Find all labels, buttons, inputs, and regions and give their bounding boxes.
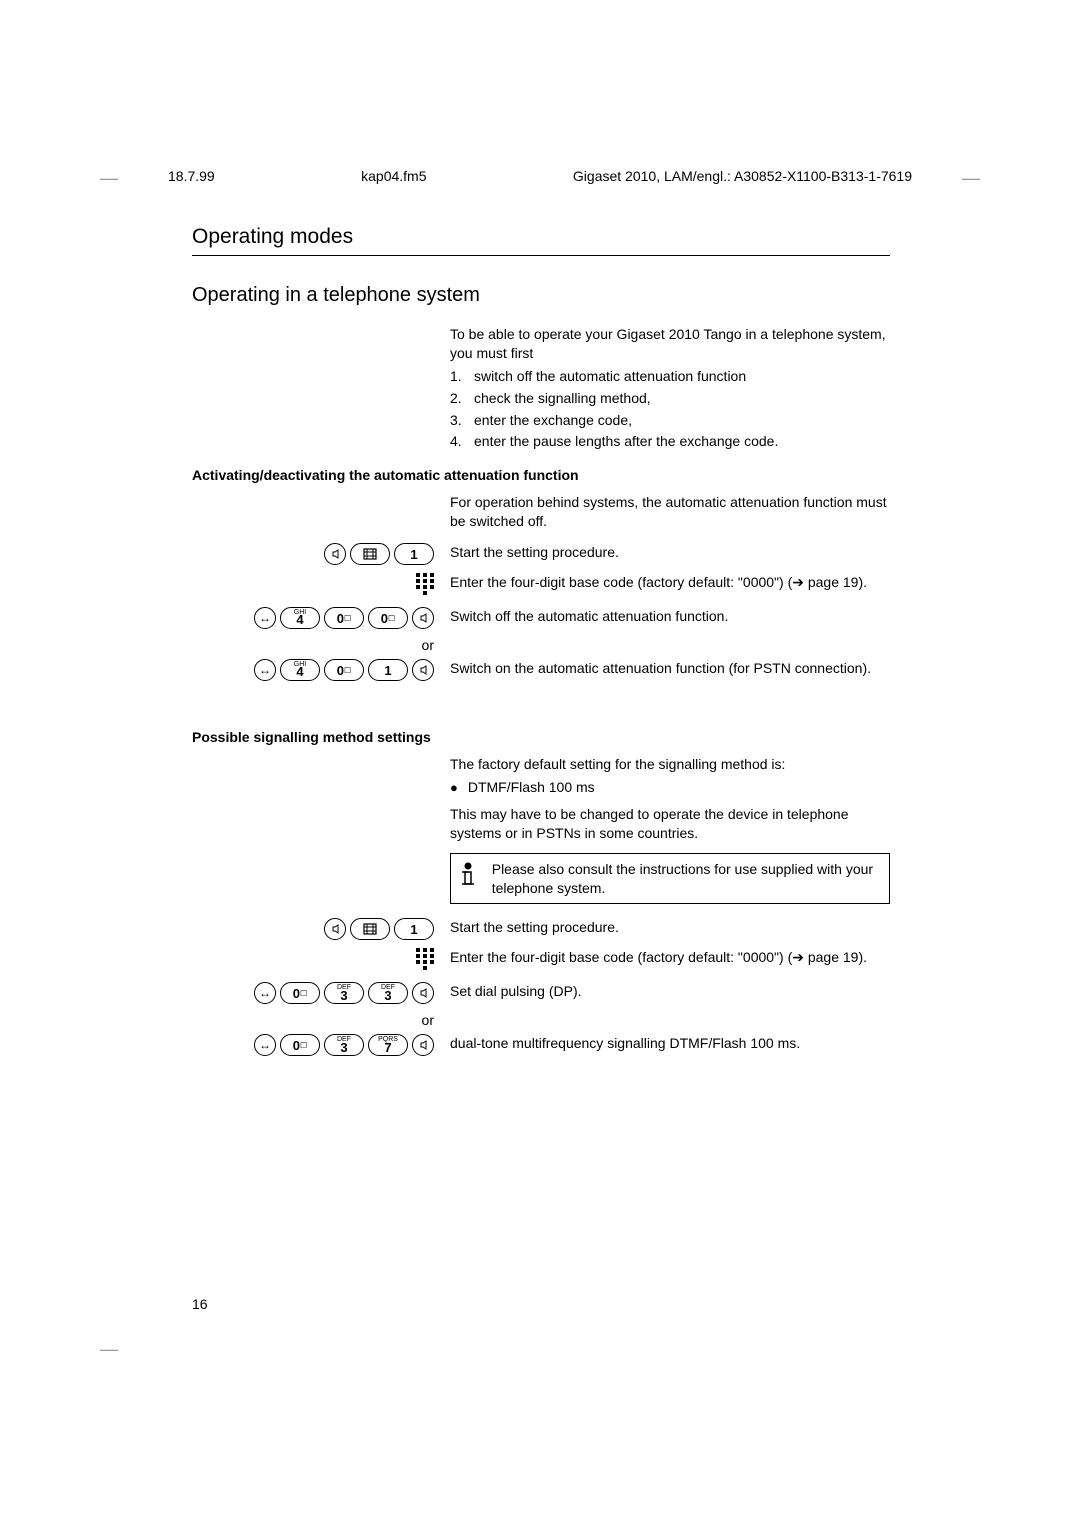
section-title: Operating modes xyxy=(192,225,890,249)
key-3: DEF3 xyxy=(324,1034,364,1056)
step-row: ↔ 0☐ DEF3 PQRS7 dual-tone multifrequency… xyxy=(192,1034,890,1056)
key-1: 1 xyxy=(368,659,408,681)
step-row: Enter the four-digit base code (factory … xyxy=(192,948,890,974)
key-3: DEF3 xyxy=(324,982,364,1004)
intro-block: To be able to operate your Gigaset 2010 … xyxy=(450,325,890,451)
hash-key xyxy=(350,543,390,565)
step-row: ↔ GHI4 0☐ 0☐ Switch off the automatic at… xyxy=(192,607,890,629)
info-icon xyxy=(459,860,478,888)
key-4: GHI4 xyxy=(280,659,320,681)
speaker-icon xyxy=(412,659,434,681)
header-date: 18.7.99 xyxy=(168,168,215,184)
section1-intro: For operation behind systems, the automa… xyxy=(450,493,890,531)
list-item: 4.enter the pause lengths after the exch… xyxy=(450,432,890,451)
divider xyxy=(192,255,890,256)
speaker-icon xyxy=(412,607,434,629)
keypad-icon xyxy=(416,948,434,974)
arrow-icon: ↔ xyxy=(254,982,276,1004)
header-ref: Gigaset 2010, LAM/engl.: A30852-X1100-B3… xyxy=(573,168,912,184)
step-row: Enter the four-digit base code (factory … xyxy=(192,573,890,599)
subsection-title: Operating in a telephone system xyxy=(192,284,890,307)
crop-mark: — xyxy=(100,1339,118,1360)
crop-mark: — xyxy=(962,168,980,189)
keypad-icon xyxy=(416,573,434,599)
arrow-icon: ↔ xyxy=(254,1034,276,1056)
speaker-icon xyxy=(412,982,434,1004)
speaker-icon xyxy=(324,918,346,940)
key-1: 1 xyxy=(394,918,434,940)
key-0: 0☐ xyxy=(368,607,408,629)
key-4: GHI4 xyxy=(280,607,320,629)
step-row: 1 Start the setting procedure. xyxy=(192,543,890,565)
arrow-icon: ↔ xyxy=(254,607,276,629)
key-1: 1 xyxy=(394,543,434,565)
or-label: or xyxy=(192,637,450,653)
list-item: 2.check the signalling method, xyxy=(450,389,890,408)
step-row: ↔ 0☐ DEF3 DEF3 Set dial pulsing (DP). xyxy=(192,982,890,1004)
key-3: DEF3 xyxy=(368,982,408,1004)
list-item: 1.switch off the automatic attenuation f… xyxy=(450,367,890,386)
speaker-icon xyxy=(412,1034,434,1056)
key-0: 0☐ xyxy=(280,982,320,1004)
info-box: Please also consult the instructions for… xyxy=(450,853,890,905)
speaker-icon xyxy=(324,543,346,565)
page-header: 18.7.99 kap04.fm5 Gigaset 2010, LAM/engl… xyxy=(168,168,912,184)
key-0: 0☐ xyxy=(280,1034,320,1056)
subheading: Possible signalling method settings xyxy=(192,729,890,745)
bullet-icon: ● xyxy=(450,779,458,797)
step-row: ↔ GHI4 0☐ 1 Switch on the automatic atte… xyxy=(192,659,890,681)
list-item: 3.enter the exchange code, xyxy=(450,411,890,430)
step-row: 1 Start the setting procedure. xyxy=(192,918,890,940)
intro-text: To be able to operate your Gigaset 2010 … xyxy=(450,325,890,363)
section2-intro: The factory default setting for the sign… xyxy=(450,755,890,904)
key-0: 0☐ xyxy=(324,607,364,629)
header-file: kap04.fm5 xyxy=(361,168,426,184)
bullet-item: ● DTMF/Flash 100 ms xyxy=(450,778,890,797)
key-0: 0☐ xyxy=(324,659,364,681)
or-label: or xyxy=(192,1012,450,1028)
hash-key xyxy=(350,918,390,940)
subheading: Activating/deactivating the automatic at… xyxy=(192,467,890,483)
arrow-icon: ↔ xyxy=(254,659,276,681)
crop-mark: — xyxy=(100,168,118,189)
key-7: PQRS7 xyxy=(368,1034,408,1056)
page-number: 16 xyxy=(192,1296,208,1312)
